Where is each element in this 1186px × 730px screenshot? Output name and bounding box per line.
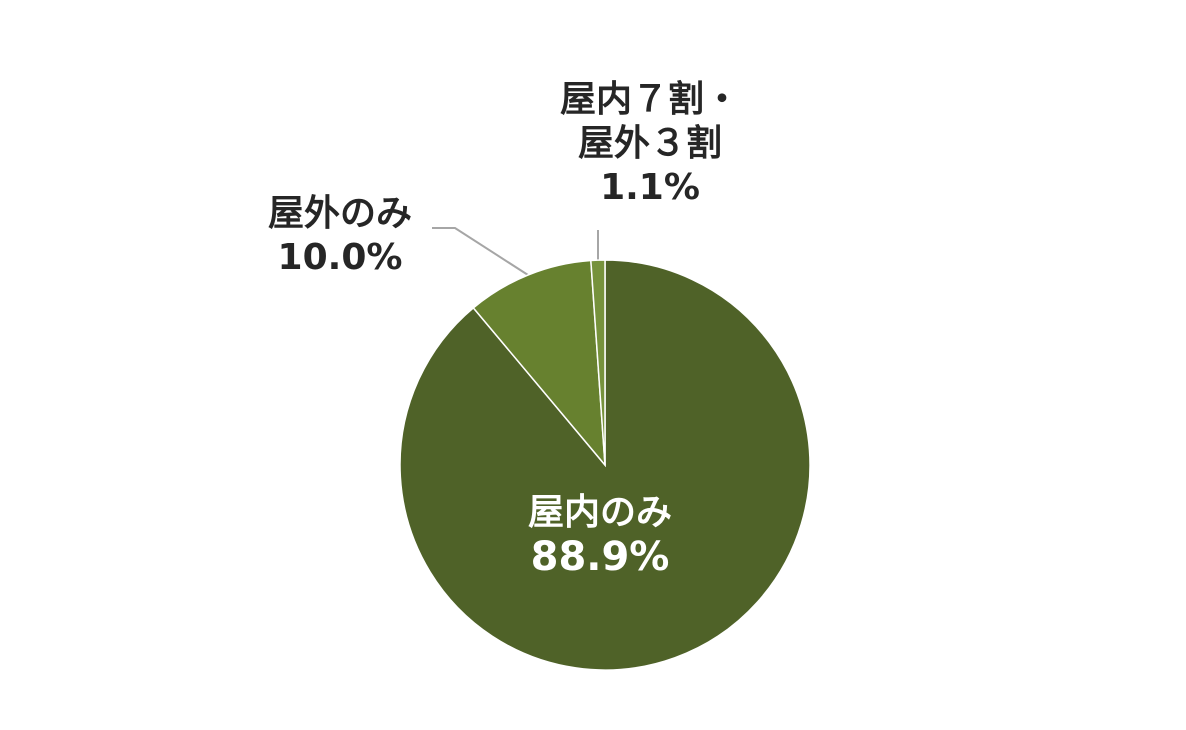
slice-label: 屋外のみ 10.0% [190, 192, 490, 280]
value-label: 10.0% [277, 237, 403, 278]
slice-label: 屋内７割・ 屋外３割 1.1% [500, 78, 800, 210]
pie-slice [590, 259, 606, 466]
value-label: 1.1% [600, 167, 700, 208]
value-label: 88.9% [530, 534, 670, 580]
category-label: 屋内７割・ 屋外３割 [559, 79, 740, 164]
pie-slice [472, 259, 606, 468]
leader-line [432, 227, 529, 276]
category-label: 屋外のみ [267, 193, 412, 234]
category-label: 屋内のみ [527, 492, 672, 533]
slice-label: 屋内のみ 88.9% [450, 491, 750, 579]
